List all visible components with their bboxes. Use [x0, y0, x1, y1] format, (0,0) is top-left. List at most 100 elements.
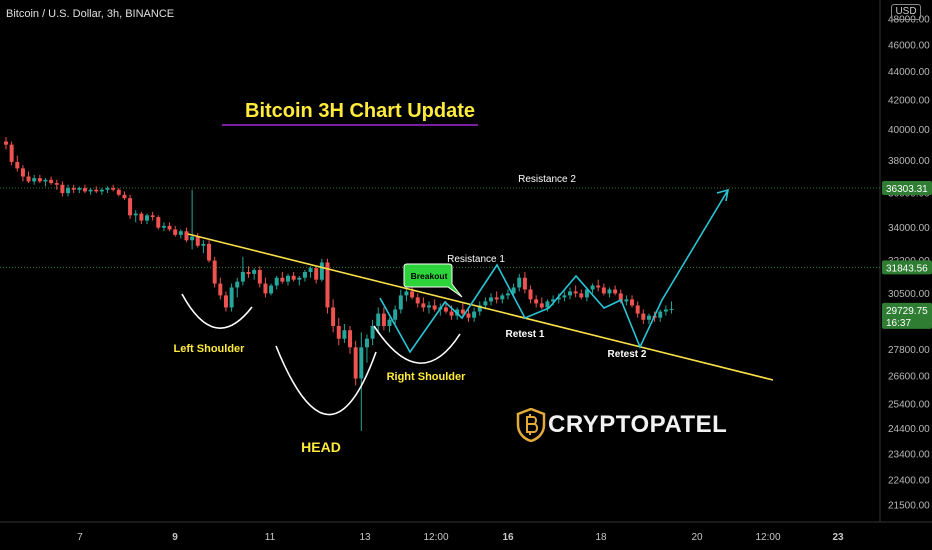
- candle: [528, 289, 533, 300]
- candle: [235, 281, 240, 288]
- x-tick-label: 12:00: [755, 532, 780, 543]
- candle: [88, 189, 93, 192]
- left-shoulder-label: Left Shoulder: [174, 343, 246, 355]
- price-tag-label: 29729.75: [886, 306, 928, 317]
- candle: [325, 262, 330, 308]
- y-tick-label: 42000.00: [888, 95, 930, 106]
- candle: [658, 311, 663, 318]
- candle: [263, 283, 268, 294]
- candle: [49, 179, 54, 184]
- candle: [398, 295, 403, 310]
- candle: [150, 215, 155, 218]
- candle: [212, 260, 217, 284]
- right-shoulder-arc: [373, 325, 461, 364]
- candle: [173, 229, 178, 235]
- candle: [568, 291, 572, 296]
- breakout-callout: [403, 263, 463, 298]
- candle: [663, 309, 668, 312]
- candle: [71, 188, 76, 190]
- candle: [178, 231, 183, 235]
- currency-button[interactable]: USD: [891, 4, 921, 20]
- candle: [122, 194, 127, 199]
- y-tick-label: 44000.00: [888, 67, 930, 78]
- resistance-2-label: Resistance 2: [518, 174, 576, 185]
- candle: [601, 287, 606, 294]
- projection-path: [379, 189, 729, 354]
- candle: [161, 225, 166, 228]
- time-axis: 7 9 11 13 12:00 16 18 20 12:00 23: [77, 532, 844, 543]
- candle: [624, 299, 629, 302]
- candle: [635, 305, 640, 314]
- candle: [156, 217, 161, 228]
- drawings: [181, 188, 774, 416]
- brand-logo: CRYPTOPATEL: [516, 408, 727, 442]
- candle: [590, 285, 595, 290]
- candle: [517, 277, 522, 288]
- candle: [359, 347, 364, 379]
- candle: [556, 297, 561, 300]
- candle: [618, 293, 623, 302]
- candle: [432, 305, 437, 310]
- candle: [218, 283, 223, 296]
- candle: [257, 270, 262, 284]
- candle: [336, 326, 341, 339]
- candle: [82, 188, 87, 192]
- candle: [297, 277, 302, 280]
- candle: [596, 285, 601, 288]
- trendline: [187, 233, 774, 381]
- candles: [4, 136, 674, 431]
- candle: [252, 270, 257, 274]
- candle: [539, 303, 544, 308]
- candle: [410, 291, 415, 298]
- candle: [54, 183, 59, 185]
- price-tag-label: 36303.31: [886, 184, 928, 195]
- candle: [77, 188, 82, 190]
- candle: [370, 326, 375, 339]
- candle: [404, 291, 409, 296]
- candle: [4, 141, 8, 145]
- y-tick-label: 40000.00: [888, 125, 930, 136]
- x-tick-label: 23: [832, 532, 844, 543]
- candle: [190, 236, 195, 241]
- candle: [630, 299, 635, 306]
- candle: [302, 271, 307, 278]
- candle: [387, 319, 392, 327]
- candle: [116, 189, 121, 195]
- candle: [145, 215, 149, 221]
- retest-1-label: Retest 1: [506, 329, 545, 340]
- candle: [314, 268, 319, 280]
- title-underline: [222, 124, 478, 126]
- candle: [641, 313, 646, 320]
- candle: [443, 307, 448, 312]
- grid: [0, 0, 932, 523]
- candle: [505, 293, 510, 296]
- candle: [551, 299, 556, 302]
- candle: [472, 311, 477, 318]
- candle: [26, 176, 31, 182]
- candle: [353, 347, 358, 379]
- price-tag: [882, 260, 932, 275]
- x-tick-label: 9: [172, 532, 178, 543]
- candle: [105, 188, 110, 190]
- candle: [500, 295, 505, 300]
- candle: [167, 225, 172, 230]
- projection-arrowhead: [716, 188, 730, 202]
- candle: [348, 330, 353, 348]
- price-tag-sublabel: 16:37: [886, 318, 911, 329]
- bitcoin-shield-icon: [516, 408, 546, 442]
- candle: [483, 301, 488, 306]
- candle: [421, 303, 426, 308]
- candle: [477, 305, 482, 312]
- brand-name: CRYPTOPATEL: [548, 411, 728, 438]
- left-shoulder-arc: [181, 293, 253, 329]
- candle: [613, 289, 618, 294]
- price-axis: 21500.00 22400.00 23400.00 24400.00 25400.00…: [882, 15, 932, 512]
- x-tick-label: 13: [359, 532, 371, 543]
- candle: [489, 297, 494, 302]
- candle: [449, 311, 454, 316]
- retest-2-label: Retest 2: [608, 349, 647, 360]
- candle: [37, 178, 42, 182]
- y-tick-label: 25400.00: [888, 400, 930, 411]
- chart-title-overlay: Bitcoin 3H Chart Update: [245, 100, 476, 122]
